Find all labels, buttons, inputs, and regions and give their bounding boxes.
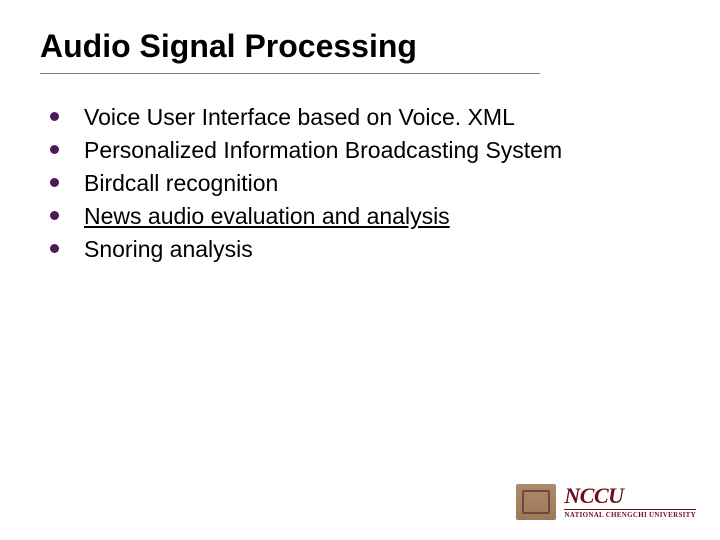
- bullet-icon: [50, 145, 59, 154]
- logo-main-text: NCCU: [564, 485, 623, 507]
- list-item: Snoring analysis: [50, 234, 680, 265]
- list-item: Voice User Interface based on Voice. XML: [50, 102, 680, 133]
- list-item-text: Snoring analysis: [84, 236, 253, 262]
- bullet-icon: [50, 244, 59, 253]
- logo-text-block: NCCU NATIONAL CHENGCHI UNIVERSITY: [564, 485, 696, 519]
- list-item-text: Voice User Interface based on Voice. XML: [84, 104, 515, 130]
- bullet-list: Voice User Interface based on Voice. XML…: [40, 102, 680, 265]
- list-item: Birdcall recognition: [50, 168, 680, 199]
- logo-sub-text: NATIONAL CHENGCHI UNIVERSITY: [564, 509, 696, 519]
- list-item-text: Personalized Information Broadcasting Sy…: [84, 137, 562, 163]
- list-item-text: Birdcall recognition: [84, 170, 278, 196]
- bullet-icon: [50, 112, 59, 121]
- bullet-icon: [50, 211, 59, 220]
- slide-title: Audio Signal Processing: [40, 28, 540, 74]
- slide: Audio Signal Processing Voice User Inter…: [0, 0, 720, 540]
- footer-logo: NCCU NATIONAL CHENGCHI UNIVERSITY: [516, 484, 696, 520]
- bullet-icon: [50, 178, 59, 187]
- list-item: News audio evaluation and analysis: [50, 201, 680, 232]
- university-emblem-icon: [516, 484, 556, 520]
- list-item: Personalized Information Broadcasting Sy…: [50, 135, 680, 166]
- list-item-text-link[interactable]: News audio evaluation and analysis: [84, 203, 450, 229]
